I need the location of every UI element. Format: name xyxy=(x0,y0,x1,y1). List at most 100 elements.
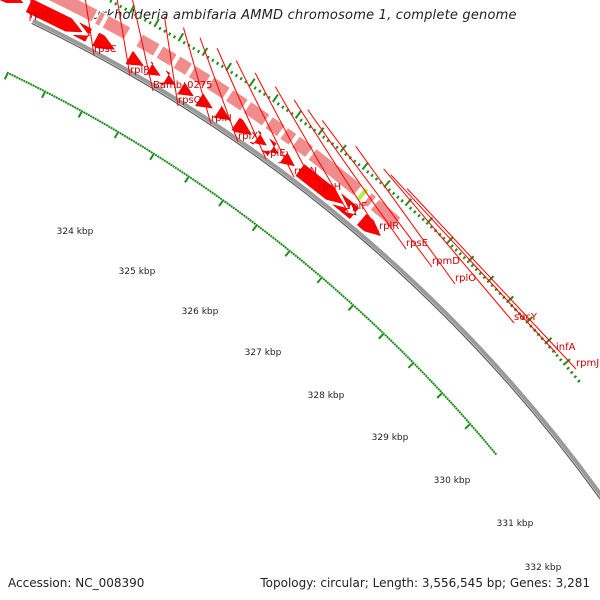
gene-arrow-rpsH[interactable] xyxy=(213,105,231,121)
gene-label-rplE[interactable]: rplE xyxy=(266,148,286,159)
inner-minor-tick xyxy=(422,372,426,376)
inner-minor-tick xyxy=(11,73,14,77)
inner-minor-tick xyxy=(417,367,421,370)
gene-label-rpsS[interactable]: rpsS xyxy=(30,10,52,21)
scale-label: 332 kbp xyxy=(525,563,562,573)
gene-block-rpsQ[interactable] xyxy=(135,33,161,57)
gene-block-secY[interactable] xyxy=(355,186,370,202)
scale-label: 327 kbp xyxy=(245,348,282,358)
scale-label: 329 kbp xyxy=(372,433,409,443)
gene-arrow-rpsE[interactable] xyxy=(261,138,279,156)
minor-tick xyxy=(285,108,290,113)
gene-arrow-infA[interactable] xyxy=(340,199,360,220)
gene-label-secY[interactable]: secY xyxy=(514,312,538,323)
gene-arrow-rpmJ[interactable] xyxy=(356,213,381,237)
inner-minor-tick xyxy=(189,176,193,180)
inner-minor-tick xyxy=(361,312,365,316)
inner-minor-tick xyxy=(489,446,493,450)
inner-minor-tick xyxy=(284,246,288,249)
gene-label-rplN[interactable]: rplN xyxy=(211,113,232,124)
minor-tick xyxy=(450,244,454,248)
inner-minor-tick xyxy=(302,261,306,264)
inner-minor-tick xyxy=(282,244,285,248)
gene-label-infA[interactable]: infA xyxy=(556,342,576,353)
minor-tick xyxy=(421,217,425,222)
gene-block-rplR[interactable] xyxy=(264,115,286,138)
gene-label-rpsC[interactable]: rpsC xyxy=(94,44,117,55)
inner-minor-tick xyxy=(391,341,395,345)
leader-line-rpsS xyxy=(29,0,32,22)
major-tick xyxy=(486,275,495,284)
gene-label-rpsE[interactable]: rpsE xyxy=(406,238,428,249)
inner-minor-tick xyxy=(326,281,330,285)
gene-label-rplP[interactable]: rplP xyxy=(130,65,149,76)
gene-block-rpmD[interactable] xyxy=(290,135,315,159)
gene-label-rplF[interactable]: rplF xyxy=(348,201,367,212)
inner-minor-tick xyxy=(134,141,138,145)
gene-block-rplP[interactable] xyxy=(93,10,107,27)
inner-minor-tick xyxy=(130,138,134,142)
minor-tick xyxy=(253,86,257,90)
minor-tick xyxy=(172,35,177,39)
major-tick xyxy=(248,78,256,87)
gene-block-rplN[interactable] xyxy=(155,45,178,67)
inner-minor-tick xyxy=(57,97,61,101)
gene-block-Bamb_0275[interactable] xyxy=(101,14,132,41)
gene-arrow-rplO[interactable] xyxy=(295,164,343,204)
gene-arrow-rpsQ[interactable] xyxy=(125,51,144,66)
minor-tick xyxy=(143,18,147,22)
inner-minor-tick xyxy=(269,234,273,238)
gene-arrow-rplR[interactable] xyxy=(249,130,267,146)
inner-minor-tick xyxy=(494,452,498,456)
gene-arrow-rpsC[interactable] xyxy=(25,0,83,33)
minor-tick xyxy=(566,366,570,370)
inner-minor-tick xyxy=(60,98,63,102)
gene-arrow-rpmD[interactable] xyxy=(277,150,295,167)
gene-label-rplX[interactable]: rplX xyxy=(238,131,258,142)
gene-arrow-secY[interactable] xyxy=(332,193,353,214)
inner-minor-tick xyxy=(176,167,180,171)
inner-minor-tick xyxy=(490,448,494,452)
inner-minor-tick xyxy=(107,125,111,129)
gene-block-rplF[interactable] xyxy=(242,100,271,127)
inner-minor-tick xyxy=(242,214,246,218)
gene-arrow-Bamb_0275[interactable] xyxy=(92,32,116,50)
inner-minor-tick xyxy=(234,208,238,211)
gene-label-rpsQ[interactable]: rpsQ xyxy=(178,95,202,106)
inner-minor-tick xyxy=(470,424,474,428)
gene-label-rpsH[interactable]: rpsH xyxy=(318,182,341,193)
scale-label: 331 kbp xyxy=(497,519,534,529)
gene-block-infA[interactable] xyxy=(361,191,378,209)
gene-arrow-rpsS[interactable] xyxy=(0,0,24,3)
inner-minor-tick xyxy=(145,148,149,151)
gene-block-rpsC[interactable] xyxy=(35,0,99,23)
inner-minor-tick xyxy=(71,104,75,108)
inner-minor-tick xyxy=(316,272,320,276)
minor-tick xyxy=(258,89,262,93)
inner-major-tick xyxy=(347,303,355,311)
gene-arrow-rplN[interactable] xyxy=(143,61,161,76)
inner-major-tick xyxy=(41,90,47,99)
gene-block-rplX[interactable] xyxy=(172,55,194,77)
inner-major-tick xyxy=(251,223,259,232)
inner-minor-tick xyxy=(141,145,145,149)
gene-arrow-rplE[interactable] xyxy=(176,81,194,97)
inner-minor-tick xyxy=(376,326,380,330)
minor-tick xyxy=(234,73,239,78)
gene-block-rplE[interactable] xyxy=(187,64,212,88)
gene-label-Bamb_0275[interactable]: Bamb_0275 xyxy=(153,80,213,91)
minor-tick xyxy=(408,206,413,211)
inner-minor-tick xyxy=(290,251,294,254)
gene-label-rpmJ[interactable]: rpmJ xyxy=(576,358,599,369)
inner-major-tick xyxy=(184,175,191,183)
gene-label-rpsN[interactable]: rpsN xyxy=(294,166,317,177)
inner-minor-tick xyxy=(406,355,410,359)
inner-minor-tick xyxy=(393,343,397,346)
gene-label-rpmD[interactable]: rpmD xyxy=(432,256,460,267)
gene-label-rplR[interactable]: rplR xyxy=(379,221,399,232)
gene-arrow-rplP[interactable] xyxy=(73,22,93,42)
gene-arrow-rplX[interactable] xyxy=(158,70,176,86)
inner-minor-tick xyxy=(415,365,419,369)
gene-label-rplO[interactable]: rplO xyxy=(455,273,476,284)
gene-block-rplO[interactable] xyxy=(307,147,364,197)
